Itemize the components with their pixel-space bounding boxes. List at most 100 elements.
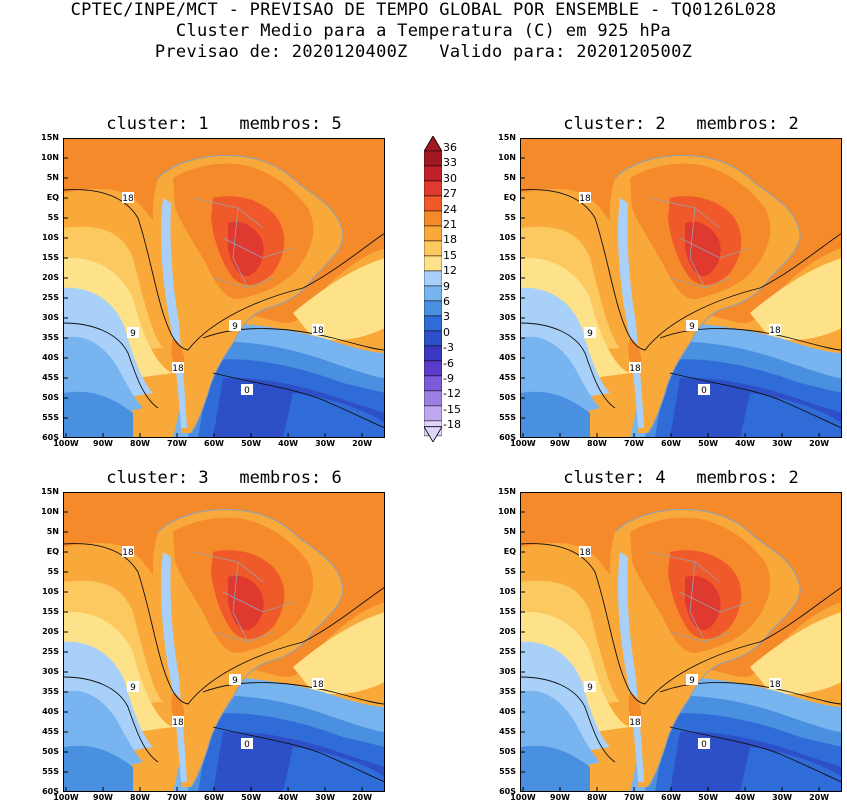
lat-tick-label: 40S xyxy=(499,707,516,716)
svg-text:18: 18 xyxy=(769,326,781,336)
lat-tick-label: 60S xyxy=(499,787,516,796)
lat-tick-label: 50S xyxy=(42,393,59,402)
lon-tick-label: 20W xyxy=(352,439,373,448)
lat-tick-label: 20S xyxy=(499,627,516,636)
lon-tick-label: 40W xyxy=(278,439,299,448)
lat-tick-label: 15S xyxy=(42,607,59,616)
lon-tick-label: 100W xyxy=(53,793,79,802)
lat-tick-label: 50S xyxy=(499,747,516,756)
lat-tick-label: 25S xyxy=(499,647,516,656)
lat-tick-label: 60S xyxy=(42,433,59,442)
lat-tick-label: 15S xyxy=(42,253,59,262)
panel-1-title: cluster: 1 membros: 5 xyxy=(106,114,342,134)
lat-tick-label: 5S xyxy=(504,567,516,576)
lon-tick-label: 50W xyxy=(241,439,262,448)
svg-text:18: 18 xyxy=(629,364,641,374)
lon-tick-label: 40W xyxy=(735,793,756,802)
svg-text:18: 18 xyxy=(122,548,134,558)
lon-tick-label: 70W xyxy=(624,439,645,448)
lat-tick-label: 30S xyxy=(42,667,59,676)
lon-tick-label: 70W xyxy=(624,793,645,802)
variable-subtitle: Cluster Medio para a Temperatura (C) em … xyxy=(175,21,672,41)
lat-tick-label: 15N xyxy=(41,487,59,496)
lon-tick-label: 90W xyxy=(93,439,113,448)
lon-tick-label: 40W xyxy=(278,793,299,802)
lon-tick-label: 70W xyxy=(167,439,188,448)
svg-text:18: 18 xyxy=(172,364,184,374)
lat-tick-label: EQ xyxy=(46,547,59,556)
lat-tick-label: 35S xyxy=(499,333,516,342)
lat-tick-label: 10S xyxy=(499,233,516,242)
lon-tick-label: 80W xyxy=(587,439,607,448)
lat-tick-label: 35S xyxy=(42,333,59,342)
colorbar-level-label: -12 xyxy=(443,387,461,401)
lon-tick-label: 40W xyxy=(735,439,756,448)
lat-tick-label: 10S xyxy=(42,233,59,242)
map-panel-cluster-3: 18 9 9 18 18 0 15N 10N 5N EQ 5S 10S 15S 20S 25S 30S 35S 4… xyxy=(41,487,385,802)
colorbar-level-label: 0 xyxy=(443,325,450,339)
main-title: CPTEC/INPE/MCT - PREVISAO DE TEMPO GLOBA… xyxy=(70,0,777,20)
colorbar-level-label: 27 xyxy=(443,187,457,201)
lon-tick-label: 20W xyxy=(809,793,830,802)
colorbar-level-label: -9 xyxy=(443,372,454,385)
colorbar-level-label: 9 xyxy=(443,279,450,293)
lon-tick-label: 90W xyxy=(93,793,113,802)
colorbar xyxy=(424,136,442,442)
lat-tick-label: 55S xyxy=(42,767,59,776)
svg-text:18: 18 xyxy=(312,326,324,336)
lon-tick-label: 90W xyxy=(550,439,570,448)
lon-tick-label: 20W xyxy=(809,439,830,448)
lat-tick-label: 50S xyxy=(499,393,516,402)
lat-tick-label: 10S xyxy=(499,587,516,596)
lat-tick-label: 50S xyxy=(42,747,59,756)
lat-tick-label: 5N xyxy=(46,173,59,182)
map-panel-cluster-4: 18 9 9 18 18 0 15N 10N 5N EQ 5S 10S 15S 20S 25S 30S 35S 4… xyxy=(498,487,842,802)
lon-tick-label: 50W xyxy=(698,793,719,802)
lon-tick-label: 70W xyxy=(167,793,188,802)
svg-text:9: 9 xyxy=(689,322,695,332)
lat-tick-label: 45S xyxy=(499,373,516,382)
lat-tick-label: 60S xyxy=(42,787,59,796)
lat-tick-label: 5S xyxy=(47,213,59,222)
svg-text:18: 18 xyxy=(629,718,641,728)
svg-text:18: 18 xyxy=(122,194,134,204)
lon-tick-label: 100W xyxy=(53,439,79,448)
svg-text:9: 9 xyxy=(587,329,593,339)
lat-tick-label: EQ xyxy=(46,193,59,202)
lat-tick-label: 5S xyxy=(504,213,516,222)
lon-tick-label: 50W xyxy=(698,439,719,448)
colorbar-level-label: 18 xyxy=(443,233,457,247)
lon-tick-label: 30W xyxy=(315,439,336,448)
svg-text:0: 0 xyxy=(701,386,707,396)
lat-tick-label: 5N xyxy=(46,527,59,536)
lat-tick-label: 35S xyxy=(499,687,516,696)
svg-text:9: 9 xyxy=(130,683,136,693)
lat-tick-label: 55S xyxy=(499,413,516,422)
lat-tick-label: 40S xyxy=(499,353,516,362)
lat-tick-label: 40S xyxy=(42,707,59,716)
lon-tick-label: 60W xyxy=(204,793,225,802)
colorbar-level-label: 30 xyxy=(443,171,457,185)
colorbar-level-label: -6 xyxy=(443,356,454,370)
lat-tick-label: 5N xyxy=(503,173,516,182)
colorbar-level-label: 21 xyxy=(443,218,457,231)
colorbar-level-label: -18 xyxy=(443,418,461,432)
lon-tick-label: 100W xyxy=(510,439,536,448)
lat-tick-label: 10S xyxy=(42,587,59,596)
lon-tick-label: 80W xyxy=(587,793,607,802)
lat-tick-label: EQ xyxy=(503,193,516,202)
svg-text:0: 0 xyxy=(244,740,250,750)
lat-tick-label: 20S xyxy=(42,627,59,636)
lat-tick-label: 30S xyxy=(499,313,516,322)
svg-text:18: 18 xyxy=(312,680,324,690)
lat-tick-label: 25S xyxy=(42,647,59,656)
lat-tick-label: 45S xyxy=(499,727,516,736)
svg-text:9: 9 xyxy=(689,676,695,686)
lat-tick-label: 10N xyxy=(498,153,516,162)
lat-tick-label: 55S xyxy=(42,413,59,422)
lat-tick-label: 20S xyxy=(42,273,59,282)
lat-tick-label: 10N xyxy=(41,507,59,516)
lat-tick-label: 20S xyxy=(499,273,516,282)
svg-text:9: 9 xyxy=(587,683,593,693)
lon-tick-label: 50W xyxy=(241,793,262,802)
